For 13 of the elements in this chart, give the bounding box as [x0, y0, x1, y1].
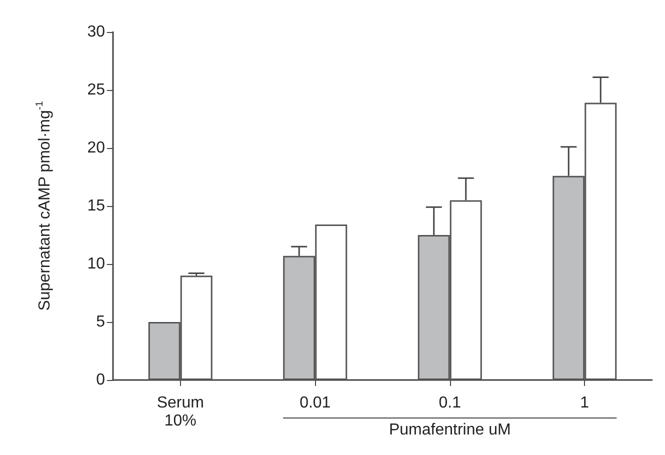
x-tick-label: 1 [580, 394, 590, 412]
y-tick-label: 20 [87, 140, 106, 156]
x-tick-label: 0.1 [438, 394, 462, 412]
x-tick-label: 0.01 [300, 394, 331, 412]
y-tick-label: 0 [96, 372, 106, 388]
y-axis-title: Supernatant cAMP pmol·mg-1 [34, 100, 54, 311]
x-axis-title: Pumafentrine uM [388, 422, 511, 438]
y-tick-label: 30 [87, 24, 106, 40]
y-tick-label: 15 [87, 198, 106, 214]
y-tick-label: 10 [87, 256, 106, 272]
y-tick-label: 25 [87, 82, 106, 98]
y-tick-label: 5 [96, 314, 106, 330]
x-tick-label: Serum 10% [156, 394, 204, 430]
